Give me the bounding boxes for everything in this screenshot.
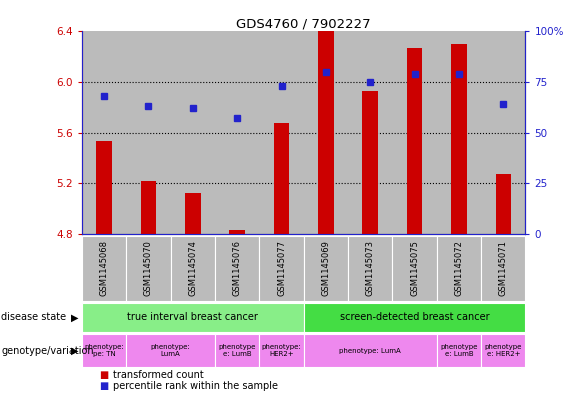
Text: GSM1145076: GSM1145076: [233, 240, 242, 296]
Bar: [185, 193, 201, 234]
Text: phenotype: LumA: phenotype: LumA: [340, 348, 401, 354]
Bar: [304, 236, 348, 301]
Bar: [82, 303, 304, 332]
Text: GSM1145068: GSM1145068: [99, 240, 108, 296]
Bar: [215, 334, 259, 367]
Bar: [229, 230, 245, 234]
Text: transformed count: transformed count: [113, 370, 204, 380]
Text: phenotype
e: HER2+: phenotype e: HER2+: [485, 344, 522, 357]
Bar: [82, 236, 126, 301]
Bar: [437, 31, 481, 234]
Bar: [451, 44, 467, 234]
Bar: [82, 31, 126, 234]
Text: phenotype
e: LumB: phenotype e: LumB: [219, 344, 256, 357]
Text: ▶: ▶: [71, 346, 78, 356]
Bar: [141, 181, 156, 234]
Bar: [274, 123, 289, 234]
Bar: [259, 31, 304, 234]
Bar: [259, 236, 304, 301]
Text: GSM1145069: GSM1145069: [321, 240, 331, 296]
Text: phenotype:
pe: TN: phenotype: pe: TN: [84, 344, 124, 357]
Text: true interval breast cancer: true interval breast cancer: [127, 312, 258, 322]
Text: percentile rank within the sample: percentile rank within the sample: [113, 381, 278, 391]
Bar: [407, 48, 422, 234]
Bar: [481, 334, 525, 367]
Bar: [97, 141, 112, 234]
Bar: [363, 91, 378, 234]
Bar: [496, 174, 511, 234]
Text: phenotype
e: LumB: phenotype e: LumB: [440, 344, 477, 357]
Bar: [259, 334, 304, 367]
Text: phenotype:
LumA: phenotype: LumA: [151, 344, 190, 357]
Bar: [127, 236, 171, 301]
Text: screen-detected breast cancer: screen-detected breast cancer: [340, 312, 489, 322]
Text: GSM1145073: GSM1145073: [366, 240, 375, 296]
Text: ■: ■: [99, 381, 108, 391]
Text: GSM1145070: GSM1145070: [144, 240, 153, 296]
Bar: [481, 31, 525, 234]
Text: GSM1145072: GSM1145072: [454, 240, 463, 296]
Bar: [127, 31, 171, 234]
Bar: [437, 236, 481, 301]
Bar: [393, 31, 437, 234]
Bar: [215, 236, 259, 301]
Title: GDS4760 / 7902227: GDS4760 / 7902227: [236, 17, 371, 30]
Bar: [393, 236, 437, 301]
Bar: [481, 236, 525, 301]
Text: GSM1145071: GSM1145071: [499, 240, 508, 296]
Bar: [171, 236, 215, 301]
Bar: [348, 31, 393, 234]
Bar: [304, 334, 437, 367]
Text: GSM1145074: GSM1145074: [188, 240, 197, 296]
Bar: [437, 334, 481, 367]
Bar: [82, 334, 126, 367]
Bar: [318, 31, 333, 234]
Text: ■: ■: [99, 370, 108, 380]
Bar: [304, 303, 525, 332]
Text: ▶: ▶: [71, 312, 78, 322]
Text: GSM1145075: GSM1145075: [410, 240, 419, 296]
Text: genotype/variation: genotype/variation: [1, 346, 94, 356]
Bar: [348, 236, 393, 301]
Bar: [171, 31, 215, 234]
Bar: [304, 31, 348, 234]
Text: disease state: disease state: [1, 312, 66, 322]
Bar: [127, 334, 215, 367]
Text: phenotype:
HER2+: phenotype: HER2+: [262, 344, 301, 357]
Text: GSM1145077: GSM1145077: [277, 240, 286, 296]
Bar: [215, 31, 259, 234]
